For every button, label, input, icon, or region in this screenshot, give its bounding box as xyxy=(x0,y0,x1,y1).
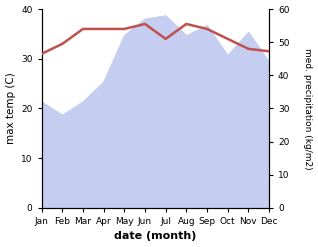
Y-axis label: med. precipitation (kg/m2): med. precipitation (kg/m2) xyxy=(303,48,313,169)
Y-axis label: max temp (C): max temp (C) xyxy=(5,73,16,144)
X-axis label: date (month): date (month) xyxy=(114,231,197,242)
